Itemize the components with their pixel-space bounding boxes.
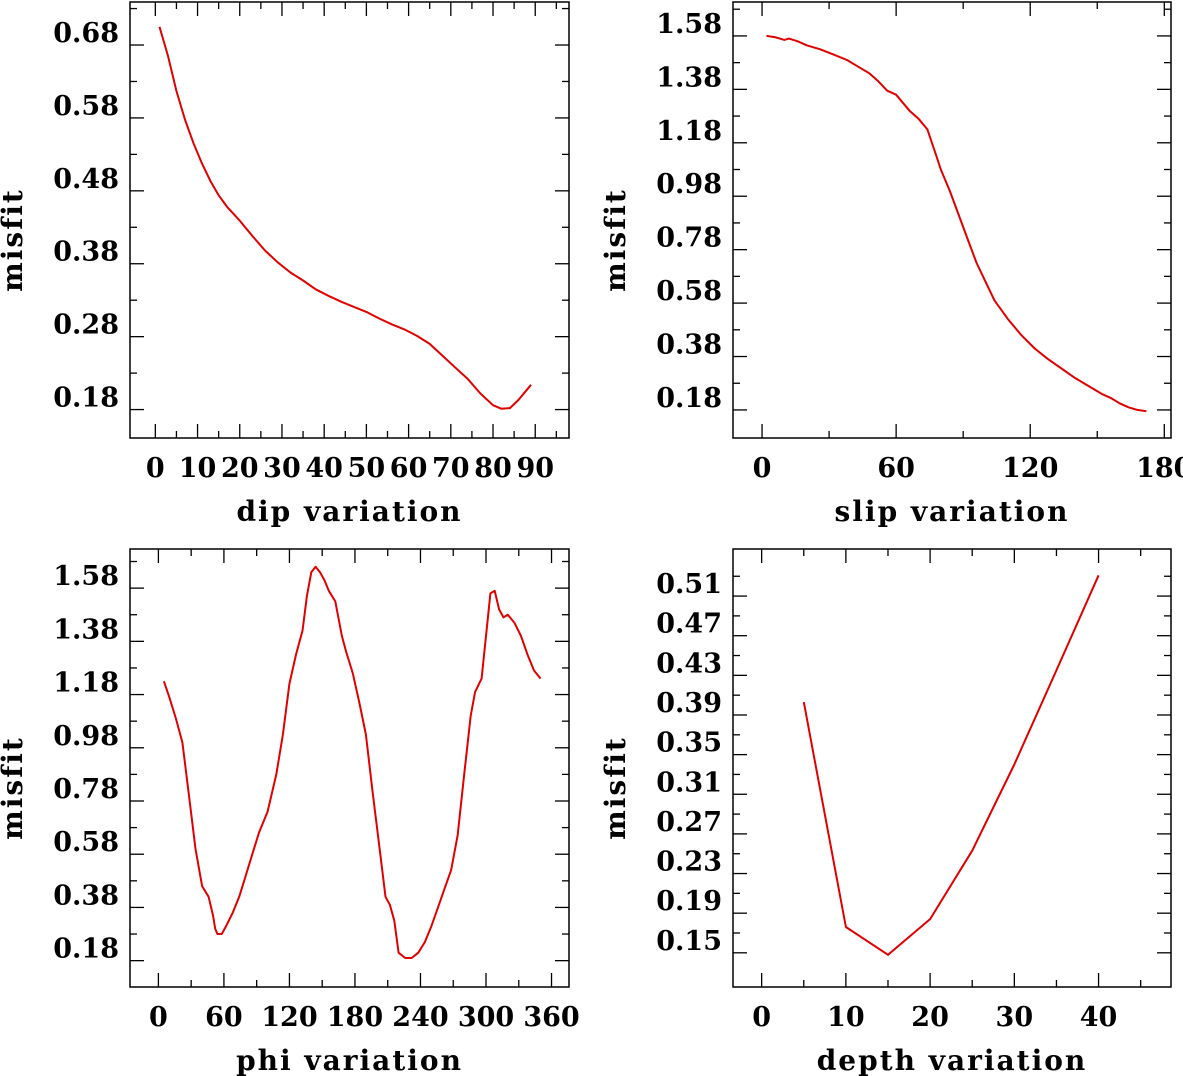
dip-x-axis-title: dip variation	[236, 495, 462, 528]
slip-y-axis-title: misfit	[599, 188, 632, 292]
slip-y-tick-label: 0.98	[656, 169, 722, 200]
phi-misfit-curve	[162, 565, 542, 959]
phi-y-tick-label: 1.38	[53, 614, 119, 645]
phi-y-tick-label: 0.38	[53, 880, 119, 911]
dip-x-tick-label: 30	[263, 453, 301, 484]
slip-y-tick-label: 1.58	[656, 9, 722, 40]
depth-y-tick-label: 0.19	[656, 886, 722, 917]
phi-panel: 0 60 120 180 240 300 360 0.18 0.38 0.58 0.78 0.98 1.…	[0, 548, 580, 1076]
slip-x-axis-title: slip variation	[835, 495, 1070, 528]
phi-y-tick-label: 0.18	[53, 934, 119, 965]
depth-misfit-curve	[802, 574, 1100, 956]
phi-x-tick-label: 360	[523, 1002, 579, 1033]
depth-x-tick-label: 0	[752, 1002, 771, 1033]
phi-y-tick-label: 1.18	[53, 668, 119, 699]
depth-y-tick-label: 0.43	[656, 648, 722, 679]
dip-y-tick-label: 0.28	[53, 310, 119, 341]
slip-y-tick-label: 0.18	[656, 383, 722, 414]
slip-x-tick-label: 120	[1002, 453, 1058, 484]
depth-y-tick-label: 0.23	[656, 847, 722, 878]
depth-x-axis-title: depth variation	[817, 1044, 1088, 1076]
depth-y-axis-title: misfit	[599, 736, 632, 840]
dip-x-tick-label: 0	[146, 453, 165, 484]
dip-misfit-curve	[158, 26, 532, 410]
slip-y-tick-label: 1.18	[656, 116, 722, 147]
slip-y-tick-label: 0.78	[656, 223, 722, 254]
phi-x-tick-label: 240	[392, 1002, 448, 1033]
phi-y-axis-title: misfit	[0, 736, 29, 840]
dip-y-tick-label: 0.48	[53, 164, 119, 195]
dip-x-tick-label: 80	[474, 453, 512, 484]
phi-x-axis-title: phi variation	[236, 1044, 463, 1076]
dip-panel: 0 10 20 30 40 50 60 70 80 90 0.18 0.28 0.38 0.48 0.58 0…	[0, 1, 570, 528]
slip-x-tick-label: 180	[1136, 453, 1183, 484]
phi-x-tick-label: 180	[327, 1002, 383, 1033]
depth-y-tick-label: 0.47	[656, 609, 722, 640]
phi-x-tick-label: 120	[261, 1002, 317, 1033]
slip-x-tick-label: 0	[753, 453, 772, 484]
depth-y-tick-label: 0.39	[656, 688, 722, 719]
dip-x-tick-label: 60	[390, 453, 428, 484]
depth-y-tick-label: 0.31	[656, 767, 722, 798]
slip-plot-frame	[732, 1, 1172, 439]
dip-x-tick-label: 20	[221, 453, 259, 484]
dip-x-tick-label: 10	[179, 453, 217, 484]
slip-y-tick-label: 0.38	[656, 330, 722, 361]
depth-plot-frame	[732, 548, 1172, 988]
dip-x-tick-label: 90	[516, 453, 554, 484]
depth-y-tick-label: 0.51	[656, 569, 722, 600]
phi-y-tick-label: 0.58	[53, 827, 119, 858]
phi-x-tick-label: 60	[205, 1002, 243, 1033]
slip-y-tick-label: 0.58	[656, 276, 722, 307]
depth-y-tick-label: 0.15	[656, 926, 722, 957]
dip-x-tick-label: 70	[432, 453, 470, 484]
phi-plot-frame	[129, 548, 570, 988]
dip-y-tick-label: 0.38	[53, 237, 119, 268]
dip-x-tick-label: 50	[348, 453, 386, 484]
dip-y-tick-label: 0.58	[53, 91, 119, 122]
phi-y-tick-label: 0.78	[53, 774, 119, 805]
depth-x-tick-label: 30	[996, 1002, 1034, 1033]
dip-y-axis-title: misfit	[0, 188, 29, 292]
dip-y-tick-label: 0.18	[53, 383, 119, 414]
slip-x-tick-label: 60	[877, 453, 915, 484]
depth-x-tick-label: 10	[827, 1002, 865, 1033]
slip-y-tick-label: 1.38	[656, 62, 722, 93]
phi-y-tick-label: 0.98	[53, 721, 119, 752]
depth-panel: 0 10 20 30 40 0.15 0.19 0.23 0.27 0.31 0.35 0.39 0.4…	[599, 548, 1172, 1076]
dip-y-tick-label: 0.68	[53, 18, 119, 49]
slip-panel: 0 60 120 180 0.18 0.38 0.58 0.78 0.98 1.18 1.38 1.5…	[599, 1, 1183, 528]
dip-x-tick-label: 40	[305, 453, 343, 484]
slip-misfit-curve	[766, 34, 1147, 413]
depth-y-tick-label: 0.27	[656, 807, 722, 838]
phi-x-tick-label: 0	[149, 1002, 168, 1033]
phi-x-tick-label: 300	[458, 1002, 514, 1033]
dip-plot-frame	[129, 1, 570, 439]
depth-y-tick-label: 0.35	[656, 728, 722, 759]
depth-x-tick-label: 20	[911, 1002, 949, 1033]
phi-y-tick-label: 1.58	[53, 561, 119, 592]
depth-x-tick-label: 40	[1080, 1002, 1118, 1033]
